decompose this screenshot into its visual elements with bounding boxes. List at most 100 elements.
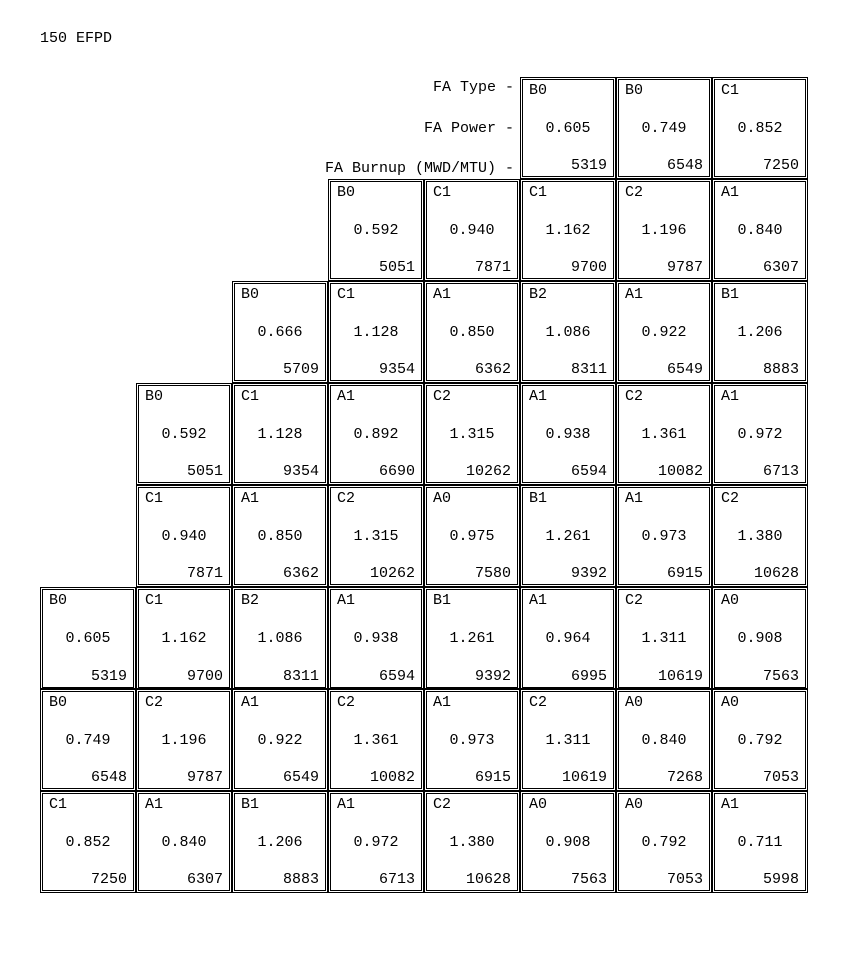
fa-burnup: 8311 xyxy=(241,668,319,685)
fa-power: 0.592 xyxy=(145,426,223,443)
fa-power: 0.592 xyxy=(337,222,415,239)
fa-burnup: 9700 xyxy=(529,259,607,276)
fa-burnup: 5319 xyxy=(49,668,127,685)
fa-burnup: 9392 xyxy=(529,565,607,582)
fa-cell: B11.2619392 xyxy=(520,485,616,587)
fa-burnup: 7250 xyxy=(721,157,799,174)
fa-type: A1 xyxy=(721,388,799,405)
fa-type: B2 xyxy=(529,286,607,303)
fa-power: 0.908 xyxy=(721,630,799,647)
fa-type: C2 xyxy=(145,694,223,711)
fa-type: C2 xyxy=(721,490,799,507)
fa-burnup: 7871 xyxy=(433,259,511,276)
fa-power: 0.938 xyxy=(337,630,415,647)
fa-burnup: 5051 xyxy=(145,463,223,480)
fa-cell: A1 0.892 6690 xyxy=(328,383,424,485)
fa-type: B0 xyxy=(145,388,223,405)
fa-burnup: 10619 xyxy=(529,769,607,786)
fa-burnup: 10262 xyxy=(337,565,415,582)
fa-cell: A10.9736915 xyxy=(424,689,520,791)
fa-power: 0.850 xyxy=(433,324,511,341)
fa-burnup: 7871 xyxy=(145,565,223,582)
fa-power: 0.973 xyxy=(625,528,703,545)
fa-cell: C11.1629700 xyxy=(520,179,616,281)
fa-power: 0.940 xyxy=(433,222,511,239)
fa-cell: B00.7496548 xyxy=(616,77,712,179)
fa-type: C1 xyxy=(241,388,319,405)
fa-burnup: 7563 xyxy=(529,871,607,888)
fa-type: C1 xyxy=(49,796,127,813)
fa-cell: A10.8506362 xyxy=(232,485,328,587)
fa-power: 0.840 xyxy=(625,732,703,749)
fa-burnup: 5998 xyxy=(721,871,799,888)
label-fa-type: FA Type - xyxy=(46,79,514,96)
fa-type: A1 xyxy=(241,490,319,507)
fa-power: 0.938 xyxy=(529,426,607,443)
fa-cell: C10.8527250 xyxy=(712,77,808,179)
fa-burnup: 6307 xyxy=(145,871,223,888)
fa-cell: A10.8506362 xyxy=(424,281,520,383)
fa-cell: B0 0.592 5051 xyxy=(136,383,232,485)
fa-power: 0.908 xyxy=(529,834,607,851)
fa-cell: C21.31110619 xyxy=(520,689,616,791)
fa-burnup: 6915 xyxy=(433,769,511,786)
fa-burnup: 6548 xyxy=(49,769,127,786)
fa-type: A1 xyxy=(145,796,223,813)
fa-cell: A10.9646995 xyxy=(520,587,616,689)
fa-type: B0 xyxy=(625,82,703,99)
fa-cell: A10.7115998 xyxy=(712,791,808,893)
fa-type: A1 xyxy=(337,388,415,405)
fa-type: A1 xyxy=(433,286,511,303)
fa-power: 1.196 xyxy=(145,732,223,749)
fa-cell: A10.9386594 xyxy=(328,587,424,689)
empty-cell xyxy=(136,179,232,281)
fa-type: B2 xyxy=(241,592,319,609)
fa-burnup: 10082 xyxy=(337,769,415,786)
fa-cell: B11.2068883 xyxy=(712,281,808,383)
fa-power: 1.315 xyxy=(433,426,511,443)
fa-power: 0.922 xyxy=(625,324,703,341)
fa-burnup: 7250 xyxy=(49,871,127,888)
fa-cell: A10.8406307 xyxy=(136,791,232,893)
fa-cell: A00.7927053 xyxy=(616,791,712,893)
fa-power: 0.840 xyxy=(721,222,799,239)
fa-power: 1.128 xyxy=(337,324,415,341)
fa-power: 0.852 xyxy=(721,120,799,137)
fa-cell: B11.2619392 xyxy=(424,587,520,689)
fa-type: A1 xyxy=(337,796,415,813)
fa-burnup: 5319 xyxy=(529,157,607,174)
fa-cell: C21.38010628 xyxy=(424,791,520,893)
fa-power: 0.792 xyxy=(625,834,703,851)
fa-burnup: 10619 xyxy=(625,668,703,685)
fa-power: 0.711 xyxy=(721,834,799,851)
fa-burnup: 6713 xyxy=(721,463,799,480)
fa-type: B1 xyxy=(241,796,319,813)
core-map-grid: FA Type -FA Power -FA Burnup (MWD/MTU) -… xyxy=(40,77,818,893)
fa-burnup: 7053 xyxy=(625,871,703,888)
fa-burnup: 7563 xyxy=(721,668,799,685)
fa-power: 1.086 xyxy=(529,324,607,341)
fa-burnup: 6713 xyxy=(337,871,415,888)
fa-type: C2 xyxy=(433,388,511,405)
fa-cell: B21.0868311 xyxy=(232,587,328,689)
fa-power: 0.792 xyxy=(721,732,799,749)
fa-power: 0.749 xyxy=(49,732,127,749)
fa-power: 0.605 xyxy=(49,630,127,647)
fa-type: A0 xyxy=(433,490,511,507)
fa-cell: C21.36110082 xyxy=(616,383,712,485)
fa-power: 1.196 xyxy=(625,222,703,239)
fa-burnup: 6690 xyxy=(337,463,415,480)
fa-burnup: 7053 xyxy=(721,769,799,786)
fa-burnup: 6362 xyxy=(241,565,319,582)
fa-power: 0.892 xyxy=(337,426,415,443)
fa-cell: A00.7927053 xyxy=(712,689,808,791)
fa-type: A1 xyxy=(625,286,703,303)
fa-power: 1.380 xyxy=(721,528,799,545)
empty-cell xyxy=(40,485,136,587)
fa-type: A0 xyxy=(721,592,799,609)
fa-cell: C21.38010628 xyxy=(712,485,808,587)
fa-burnup: 9392 xyxy=(433,668,511,685)
fa-type: B0 xyxy=(529,82,607,99)
fa-burnup: 7580 xyxy=(433,565,511,582)
fa-cell: B00.6055319 xyxy=(520,77,616,179)
